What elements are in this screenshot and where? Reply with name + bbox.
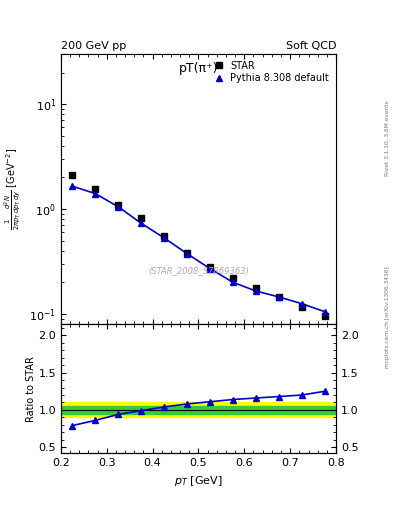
Pythia 8.308 default (208, 266, 212, 272)
Pythia 8.308 default (185, 250, 189, 257)
STAR (185, 250, 189, 256)
X-axis label: $p_T$ [GeV]: $p_T$ [GeV] (174, 474, 223, 487)
Text: Soft QCD: Soft QCD (286, 41, 336, 51)
Pythia 8.308 default (93, 190, 97, 197)
Pythia 8.308 default (299, 301, 304, 307)
Legend: STAR, Pythia 8.308 default: STAR, Pythia 8.308 default (210, 58, 331, 86)
STAR (230, 275, 235, 281)
Pythia 8.308 default (253, 288, 258, 294)
Text: (STAR_2008_S7869363): (STAR_2008_S7869363) (148, 266, 249, 274)
STAR (276, 294, 281, 300)
STAR (70, 172, 75, 178)
STAR (162, 233, 166, 239)
Text: mcplots.cern.ch [arXiv:1306.3436]: mcplots.cern.ch [arXiv:1306.3436] (385, 267, 390, 368)
STAR (139, 215, 143, 221)
STAR (208, 264, 212, 270)
STAR (299, 304, 304, 310)
Line: STAR: STAR (69, 172, 328, 319)
Text: Rivet 3.1.10, 3.6M events: Rivet 3.1.10, 3.6M events (385, 100, 390, 176)
Pythia 8.308 default (116, 204, 121, 210)
Text: 200 GeV pp: 200 GeV pp (61, 41, 126, 51)
Text: pT(π⁺): pT(π⁺) (179, 62, 218, 75)
Bar (61, 406, 336, 414)
Pythia 8.308 default (276, 294, 281, 300)
Pythia 8.308 default (322, 309, 327, 315)
Pythia 8.308 default (162, 235, 166, 241)
STAR (93, 186, 97, 192)
Bar (61, 402, 336, 417)
Y-axis label: Ratio to STAR: Ratio to STAR (26, 356, 35, 422)
STAR (116, 202, 121, 208)
Pythia 8.308 default (70, 183, 75, 189)
STAR (253, 285, 258, 291)
STAR (322, 313, 327, 319)
Y-axis label: $\frac{1}{2\pi p_T}\frac{d^2N}{dp_T\,dy}$ [GeV$^{-2}$]: $\frac{1}{2\pi p_T}\frac{d^2N}{dp_T\,dy}… (3, 148, 24, 230)
Pythia 8.308 default (230, 279, 235, 285)
Line: Pythia 8.308 default: Pythia 8.308 default (69, 183, 328, 315)
Pythia 8.308 default (139, 220, 143, 226)
